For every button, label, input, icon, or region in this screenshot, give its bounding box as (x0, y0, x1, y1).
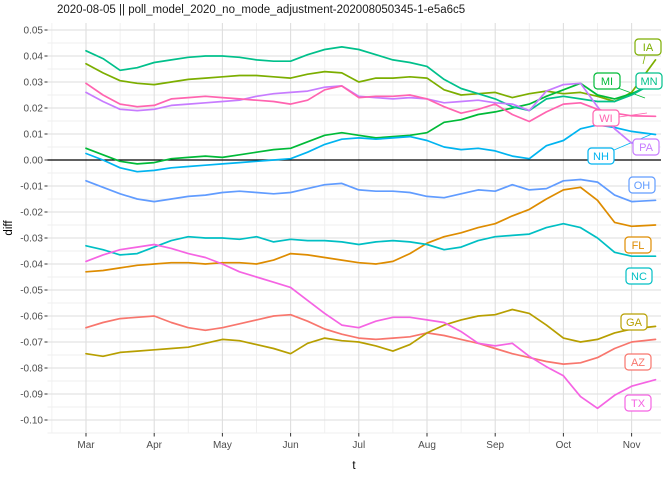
state-label-fl: FL (632, 240, 645, 252)
state-label-pa: PA (639, 142, 654, 154)
series-line-tx (85, 243, 657, 410)
state-label-box-tx (624, 394, 652, 412)
series-line-az (85, 313, 657, 365)
state-label-box-az (624, 353, 652, 371)
state-label-box-ia (634, 38, 662, 56)
label-leader-ia (642, 55, 646, 65)
y-tick-label: 0.04 (24, 52, 44, 63)
x-tick-label: Apr (146, 440, 162, 451)
x-tick-label: Jul (352, 440, 365, 451)
x-tick-label: Sep (486, 440, 504, 451)
series-line-mn (85, 46, 657, 112)
series-line-nh (85, 124, 657, 173)
state-label-tx: TX (631, 398, 646, 410)
y-tick-label: 0.02 (24, 104, 44, 115)
state-label-nh: NH (593, 151, 609, 163)
y-tick-label: -0.04 (20, 260, 43, 271)
state-label-ia: IA (643, 42, 654, 54)
series-line-nc (85, 222, 657, 258)
state-label-box-ga (620, 313, 648, 331)
y-tick-label: -0.10 (20, 416, 43, 427)
state-label-ga: GA (626, 317, 643, 329)
series-line-mi (85, 82, 657, 165)
state-label-az: AZ (631, 357, 645, 369)
x-tick-label: Jun (283, 440, 299, 451)
y-tick-label: -0.07 (20, 338, 43, 349)
chart-title: 2020-08-05 || poll_model_2020_no_mode_ad… (57, 4, 466, 16)
x-axis-title: t (352, 460, 356, 472)
state-label-wi: WI (599, 113, 612, 125)
series-line-ga (85, 308, 657, 358)
state-label-mi: MI (601, 76, 613, 88)
x-tick-label: May (213, 440, 232, 451)
state-label-box-oh (628, 176, 656, 194)
y-tick-label: 0.05 (24, 26, 44, 37)
state-label-box-nh (587, 147, 615, 165)
state-label-mn: MN (640, 76, 657, 88)
state-label-box-wi (592, 109, 620, 127)
state-label-box-nc (625, 267, 653, 285)
x-tick-label: Oct (556, 440, 572, 451)
y-tick-label: 0.00 (24, 156, 44, 167)
state-label-box-pa (632, 138, 660, 156)
y-tick-label: 0.03 (24, 78, 44, 89)
y-tick-label: -0.08 (20, 364, 43, 375)
series-line-fl (85, 186, 657, 273)
state-label-oh: OH (634, 180, 651, 192)
x-tick-label: Mar (77, 440, 95, 451)
x-tick-label: Aug (418, 440, 436, 451)
y-tick-label: -0.01 (20, 182, 43, 193)
state-label-box-mn (635, 72, 663, 90)
state-label-box-fl (624, 236, 652, 254)
y-tick-label: -0.03 (20, 234, 43, 245)
y-tick-label: 0.01 (24, 130, 44, 141)
state-label-nc: NC (631, 271, 647, 283)
series-line-wi (85, 82, 657, 123)
y-tick-label: -0.06 (20, 312, 43, 323)
y-tick-label: -0.02 (20, 208, 43, 219)
y-tick-label: -0.09 (20, 390, 43, 401)
y-axis-title: diff (3, 220, 15, 236)
y-tick-label: -0.05 (20, 286, 43, 297)
x-tick-label: Nov (623, 440, 641, 451)
state-label-box-mi (593, 72, 621, 90)
series-line-oh (85, 178, 657, 203)
